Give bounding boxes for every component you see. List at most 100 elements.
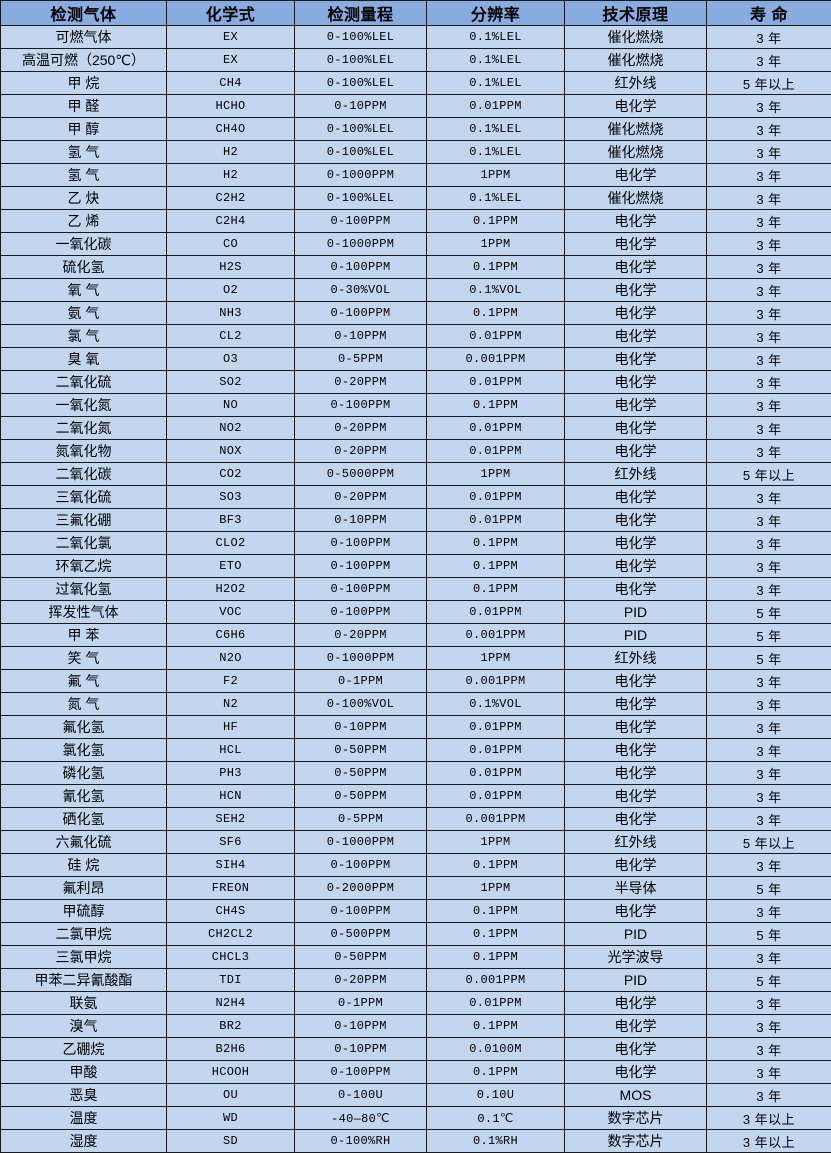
cell-chemical-formula: VOC	[167, 601, 295, 624]
cell-detection-range: 0-100PPM	[295, 1061, 427, 1084]
cell-resolution: 1PPM	[427, 233, 565, 256]
cell-detection-range: 0-100PPM	[295, 256, 427, 279]
cell-chemical-formula: FREON	[167, 877, 295, 900]
cell-lifespan: 3 年	[707, 1084, 831, 1107]
cell-gas-name: 氮 气	[1, 693, 167, 716]
cell-chemical-formula: WD	[167, 1107, 295, 1130]
cell-gas-name: 氟化氢	[1, 716, 167, 739]
cell-technology: 电化学	[565, 762, 707, 785]
cell-technology: 红外线	[565, 72, 707, 95]
cell-gas-name: 二氯甲烷	[1, 923, 167, 946]
cell-gas-name: 一氧化氮	[1, 394, 167, 417]
cell-technology: 电化学	[565, 417, 707, 440]
cell-technology: PID	[565, 923, 707, 946]
cell-detection-range: 0-100%LEL	[295, 49, 427, 72]
cell-gas-name: 氯化氢	[1, 739, 167, 762]
cell-gas-name: 氯 气	[1, 325, 167, 348]
cell-detection-range: 0-100%LEL	[295, 141, 427, 164]
cell-resolution: 0.01PPM	[427, 785, 565, 808]
cell-technology: 电化学	[565, 1015, 707, 1038]
cell-resolution: 0.001PPM	[427, 670, 565, 693]
cell-chemical-formula: NO2	[167, 417, 295, 440]
cell-detection-range: 0-100%VOL	[295, 693, 427, 716]
cell-gas-name: 乙 炔	[1, 187, 167, 210]
cell-chemical-formula: N2	[167, 693, 295, 716]
cell-resolution: 0.1PPM	[427, 256, 565, 279]
cell-gas-name: 甲酸	[1, 1061, 167, 1084]
cell-lifespan: 3 年	[707, 371, 831, 394]
cell-lifespan: 3 年	[707, 578, 831, 601]
cell-lifespan: 3 年	[707, 486, 831, 509]
cell-technology: 电化学	[565, 164, 707, 187]
cell-technology: PID	[565, 624, 707, 647]
cell-chemical-formula: CO	[167, 233, 295, 256]
cell-chemical-formula: BF3	[167, 509, 295, 532]
cell-gas-name: 磷化氢	[1, 762, 167, 785]
cell-lifespan: 3 年	[707, 187, 831, 210]
cell-resolution: 0.1%LEL	[427, 49, 565, 72]
cell-lifespan: 3 年	[707, 394, 831, 417]
column-header-technology: 技术原理	[565, 1, 707, 26]
cell-chemical-formula: CH4	[167, 72, 295, 95]
cell-detection-range: 0-20PPM	[295, 486, 427, 509]
cell-chemical-formula: H2O2	[167, 578, 295, 601]
cell-chemical-formula: EX	[167, 49, 295, 72]
cell-detection-range: 0-20PPM	[295, 371, 427, 394]
cell-detection-range: 0-1PPM	[295, 992, 427, 1015]
cell-detection-range: 0-10PPM	[295, 509, 427, 532]
cell-technology: 红外线	[565, 831, 707, 854]
cell-detection-range: 0-5000PPM	[295, 463, 427, 486]
cell-lifespan: 3 年	[707, 417, 831, 440]
cell-gas-name: 甲 烷	[1, 72, 167, 95]
cell-detection-range: 0-1000PPM	[295, 164, 427, 187]
cell-chemical-formula: SD	[167, 1130, 295, 1153]
cell-lifespan: 5 年以上	[707, 831, 831, 854]
cell-technology: 电化学	[565, 210, 707, 233]
cell-lifespan: 5 年	[707, 923, 831, 946]
cell-technology: PID	[565, 969, 707, 992]
cell-resolution: 1PPM	[427, 647, 565, 670]
cell-lifespan: 3 年	[707, 1038, 831, 1061]
cell-gas-name: 氰化氢	[1, 785, 167, 808]
cell-lifespan: 5 年	[707, 877, 831, 900]
cell-gas-name: 氟 气	[1, 670, 167, 693]
cell-chemical-formula: N2H4	[167, 992, 295, 1015]
cell-resolution: 0.1PPM	[427, 900, 565, 923]
cell-lifespan: 3 年	[707, 532, 831, 555]
cell-gas-name: 高温可燃（250℃）	[1, 49, 167, 72]
cell-chemical-formula: H2S	[167, 256, 295, 279]
cell-technology: 电化学	[565, 279, 707, 302]
cell-detection-range: 0-100PPM	[295, 854, 427, 877]
cell-detection-range: 0-5PPM	[295, 348, 427, 371]
cell-resolution: 0.01PPM	[427, 739, 565, 762]
cell-technology: 电化学	[565, 555, 707, 578]
cell-lifespan: 3 年	[707, 348, 831, 371]
cell-lifespan: 3 年	[707, 26, 831, 49]
cell-gas-name: 三氧化硫	[1, 486, 167, 509]
cell-gas-name: 温度	[1, 1107, 167, 1130]
cell-detection-range: 0-30%VOL	[295, 279, 427, 302]
cell-technology: 电化学	[565, 1038, 707, 1061]
cell-resolution: 0.1%LEL	[427, 26, 565, 49]
cell-technology: 催化燃烧	[565, 49, 707, 72]
cell-chemical-formula: B2H6	[167, 1038, 295, 1061]
cell-chemical-formula: HCN	[167, 785, 295, 808]
cell-chemical-formula: ETO	[167, 555, 295, 578]
cell-technology: 电化学	[565, 739, 707, 762]
